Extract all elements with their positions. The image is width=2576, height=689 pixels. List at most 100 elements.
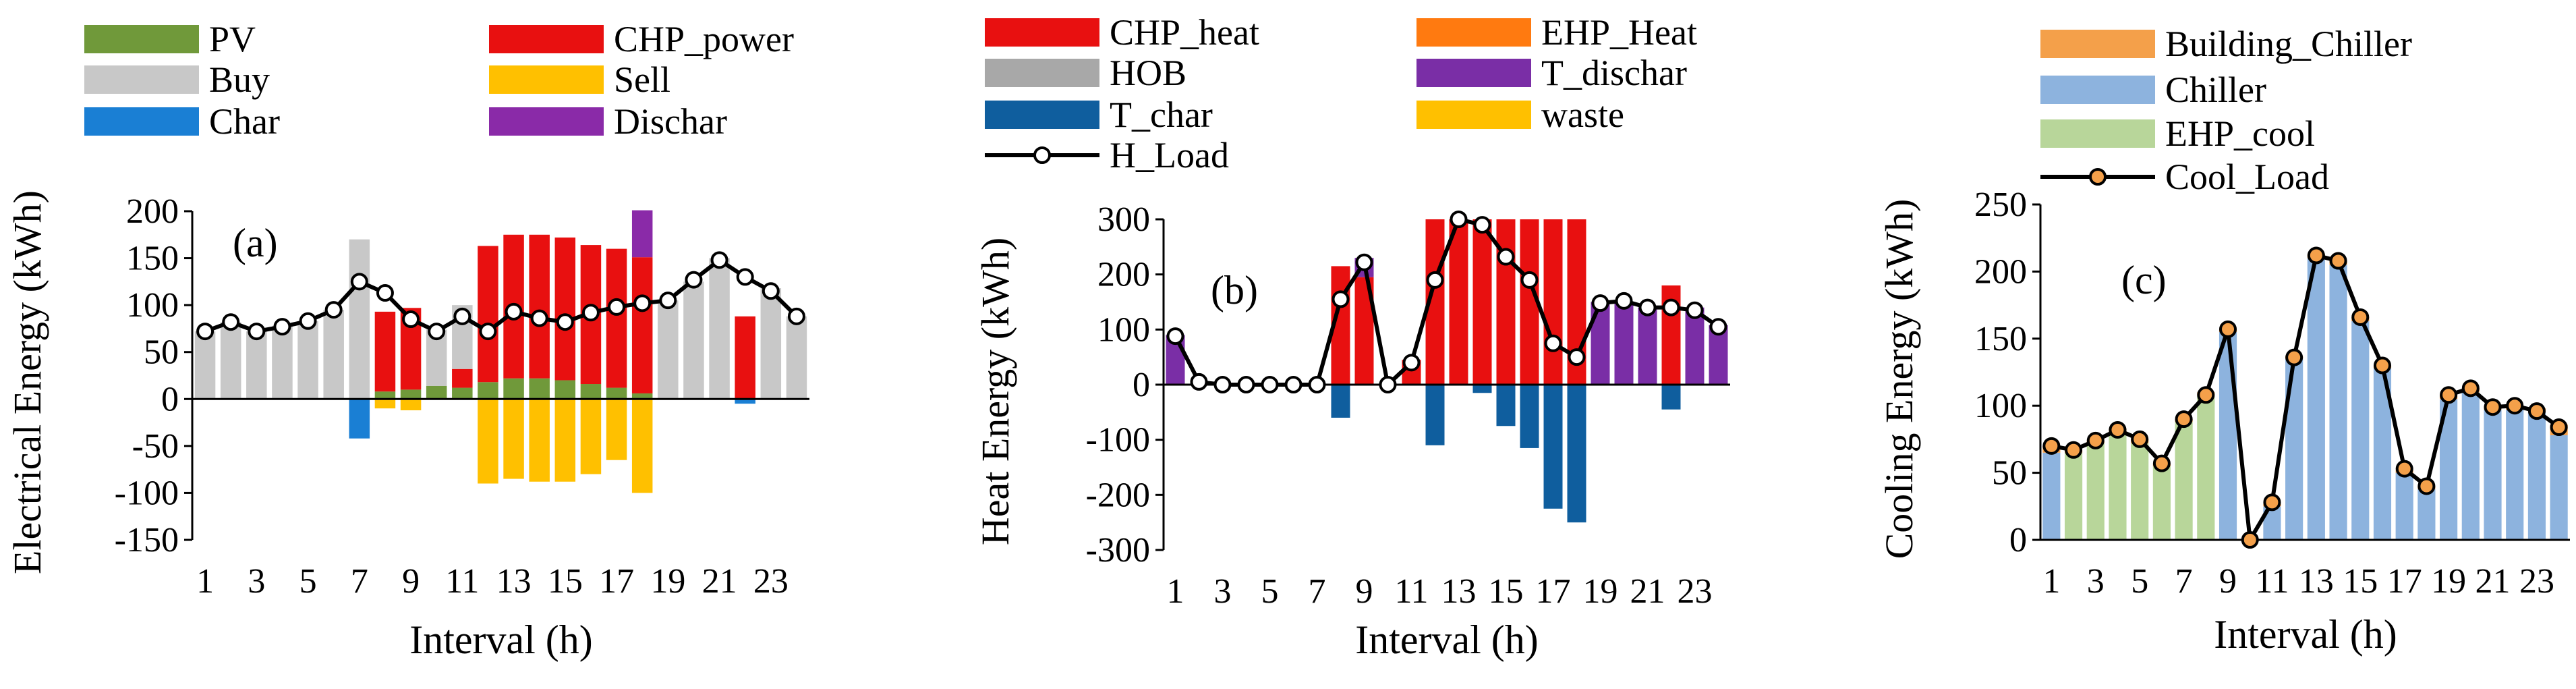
legend-swatch: [1416, 59, 1531, 87]
bar-sell-8: [374, 399, 396, 409]
load-marker-17: [1544, 334, 1562, 352]
bar-t-dischar-21: [1638, 307, 1657, 385]
x-tick-label: 17: [1536, 572, 1571, 611]
legend-label: Char: [209, 101, 280, 142]
bar-buy-19: [658, 300, 679, 399]
legend-swatch: [84, 25, 199, 53]
legend-label: Dischar: [614, 101, 727, 142]
bar-sell-18: [631, 399, 653, 493]
bar-buy-20: [683, 281, 704, 399]
bar-buy-24: [786, 316, 807, 399]
bar-pv-8: [374, 391, 396, 399]
load-marker-10: [1379, 376, 1397, 393]
bar-t-char-16: [1520, 385, 1539, 448]
y-tick-label: 200: [1974, 252, 2027, 291]
load-marker-10: [2241, 531, 2259, 549]
legend-swatch: [489, 65, 604, 94]
bar-chp-power-22: [735, 316, 755, 399]
legend-label: CHP_power: [614, 19, 794, 59]
bar-pv-12: [478, 382, 498, 399]
bar-pv-10: [426, 385, 447, 399]
load-marker-5: [2131, 430, 2149, 448]
load-marker-21: [1638, 298, 1657, 316]
bar-pv-14: [529, 378, 550, 399]
bar-sell-12: [478, 399, 498, 484]
bar-chp-power-15: [554, 237, 576, 381]
bar-t-char-22: [1661, 385, 1681, 410]
x-tick-label: 5: [2131, 562, 2148, 601]
y-tick-label: 200: [126, 192, 179, 231]
bar-pv-18: [631, 393, 653, 399]
load-marker-6: [2152, 454, 2171, 472]
load-marker-13: [505, 302, 523, 321]
bar-sell-17: [606, 399, 627, 460]
legend-label: H_Load: [1110, 135, 1229, 175]
load-marker-12: [479, 323, 497, 341]
load-marker-17: [608, 298, 626, 316]
bar-chiller-1: [2042, 452, 2061, 540]
bar-buy-1: [194, 331, 216, 399]
x-tick-label: 23: [2519, 562, 2554, 601]
bar-chp-heat-15: [1496, 219, 1516, 385]
y-tick-label: 0: [2009, 521, 2027, 559]
x-axis-title: Interval (h): [1355, 617, 1539, 662]
y-tick-label: 50: [144, 333, 179, 372]
bar-pv-11: [452, 387, 473, 399]
panel-label: (a): [233, 221, 278, 265]
y-tick-label: 250: [1974, 186, 2027, 224]
bar-buy-21: [709, 258, 730, 399]
load-marker-15: [556, 313, 574, 331]
legend-label: T_dischar: [1541, 53, 1687, 93]
bar-buy-7: [349, 239, 370, 399]
legend-swatch: [2040, 76, 2155, 104]
load-marker-12: [2285, 348, 2303, 366]
load-marker-1: [1166, 327, 1184, 346]
bar-t-char-8: [1331, 385, 1350, 418]
y-tick-label: 0: [1133, 366, 1150, 404]
load-marker-23: [762, 282, 780, 300]
y-axis-title: Cooling Energy (kWh): [1877, 199, 1921, 559]
y-tick-label: -50: [132, 427, 179, 466]
bar-chiller-22: [2506, 410, 2524, 540]
legend-swatch: [84, 65, 199, 94]
bar-chiller-9: [2219, 331, 2237, 540]
y-tick-label: 0: [161, 380, 179, 418]
legend-line-marker: [1033, 146, 1051, 164]
x-tick-label: 21: [702, 562, 737, 601]
bar-pv-15: [554, 380, 576, 399]
bar-t-char-15: [1496, 385, 1516, 426]
bar-buy-5: [297, 321, 318, 399]
load-marker-14: [530, 309, 548, 327]
x-tick-label: 21: [1630, 572, 1665, 611]
bar-chp-heat-14: [1472, 219, 1492, 385]
load-marker-5: [1261, 376, 1279, 393]
x-tick-label: 17: [599, 562, 634, 601]
legend-label: EHP_Heat: [1541, 12, 1697, 53]
load-marker-23: [1686, 301, 1704, 319]
x-tick-label: 11: [2255, 562, 2289, 601]
load-marker-8: [2197, 386, 2215, 404]
legend-label: Sell: [614, 59, 670, 100]
bar-chp-heat-17: [1543, 219, 1563, 385]
legend-label: Building_Chiller: [2165, 24, 2412, 64]
bar-chp-power-17: [606, 248, 627, 388]
load-marker-16: [581, 304, 600, 322]
load-marker-11: [1402, 354, 1421, 372]
load-marker-11: [453, 307, 471, 325]
x-tick-label: 5: [299, 562, 317, 601]
load-marker-4: [2109, 420, 2127, 439]
bar-chp-power-8: [374, 311, 396, 392]
legend-label: Cool_Load: [2165, 157, 2329, 197]
legend-label: Buy: [209, 59, 270, 100]
y-axis-title: Heat Energy (kWh): [973, 238, 1017, 545]
x-tick-label: 23: [753, 562, 789, 601]
load-marker-24: [1709, 318, 1727, 336]
y-tick-label: 100: [126, 286, 179, 325]
legend-swatch: [2040, 119, 2155, 148]
load-marker-8: [376, 284, 394, 302]
load-marker-6: [324, 301, 343, 319]
y-tick-label: 100: [1097, 310, 1150, 349]
bar-chiller-14: [2329, 265, 2347, 540]
bar-ehp-cool-5: [2131, 443, 2149, 540]
